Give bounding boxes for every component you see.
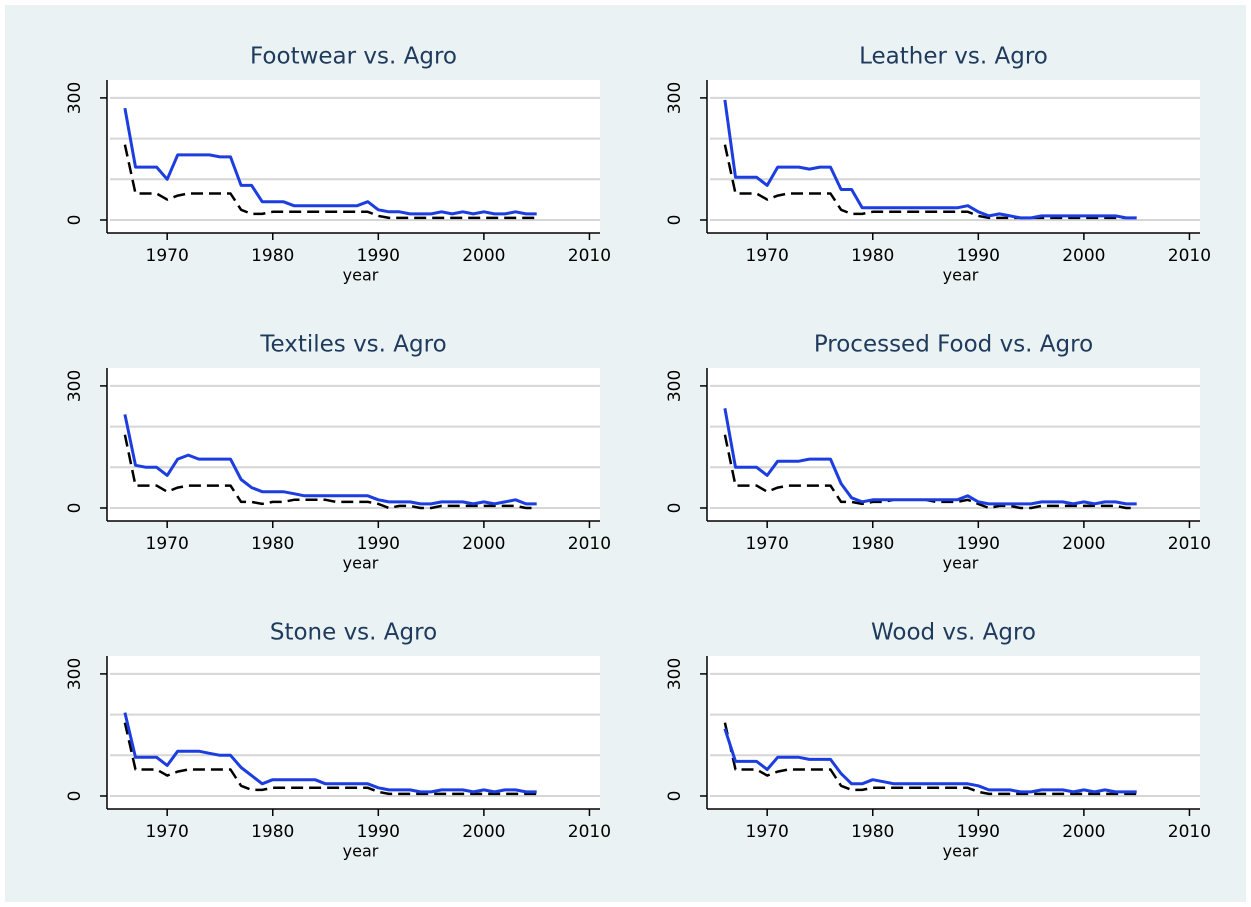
x-axis-title: year — [943, 842, 979, 861]
x-tick-label: 2010 — [1168, 822, 1211, 842]
data-line — [723, 722, 1137, 796]
data-line — [723, 408, 1137, 506]
x-axis-title: year — [343, 554, 379, 573]
data-line — [123, 414, 537, 506]
x-tick-label: 1970 — [746, 822, 789, 842]
x-tick-label: 1990 — [957, 534, 1000, 554]
x-axis-title: year — [343, 842, 379, 861]
x-tick-label: 1980 — [851, 822, 894, 842]
x-tick-label: 1980 — [851, 246, 894, 266]
x-tick-label: 2010 — [1168, 246, 1211, 266]
y-tick-label: 300 — [65, 82, 85, 114]
x-tick-label: 1970 — [746, 246, 789, 266]
x-tick-label: 2010 — [568, 246, 611, 266]
x-tick-label: 2010 — [1168, 534, 1211, 554]
y-tick-label: 300 — [665, 370, 685, 402]
x-tick-label: 1970 — [146, 246, 189, 266]
data-line — [723, 144, 1137, 220]
x-tick-label: 2000 — [462, 534, 505, 554]
x-tick-label: 1970 — [746, 534, 789, 554]
x-tick-label: 1970 — [146, 534, 189, 554]
x-tick-label: 1990 — [357, 246, 400, 266]
chart-title: Footwear vs. Agro — [250, 44, 457, 70]
chart-title: Processed Food vs. Agro — [814, 332, 1093, 358]
x-tick-label: 2000 — [462, 822, 505, 842]
data-line — [123, 144, 537, 220]
y-tick-label: 0 — [65, 791, 85, 802]
y-tick-label: 300 — [665, 658, 685, 690]
y-tick-label: 0 — [65, 503, 85, 514]
chart-title: Leather vs. Agro — [859, 44, 1048, 70]
y-tick-label: 300 — [65, 370, 85, 402]
y-tick-label: 0 — [665, 215, 685, 226]
x-tick-label: 2010 — [568, 822, 611, 842]
x-tick-label: 1990 — [957, 822, 1000, 842]
plot-area — [707, 368, 1200, 521]
data-line — [123, 107, 537, 216]
y-tick-label: 0 — [65, 215, 85, 226]
plot-area — [107, 80, 600, 233]
y-tick-label: 0 — [665, 791, 685, 802]
plot-area — [107, 368, 600, 521]
x-axis-title: year — [943, 554, 979, 573]
x-tick-label: 1990 — [957, 246, 1000, 266]
chart-title: Wood vs. Agro — [871, 620, 1036, 646]
chart-title: Stone vs. Agro — [270, 620, 437, 646]
x-tick-label: 1990 — [357, 822, 400, 842]
x-tick-label: 2000 — [1062, 822, 1105, 842]
y-tick-label: 300 — [665, 82, 685, 114]
y-tick-label: 300 — [65, 658, 85, 690]
plot-area — [107, 656, 600, 809]
data-line — [723, 99, 1137, 220]
y-tick-label: 0 — [665, 503, 685, 514]
x-tick-label: 1980 — [251, 246, 294, 266]
data-line — [123, 722, 537, 796]
data-line — [123, 712, 537, 794]
data-line — [123, 434, 537, 510]
x-tick-label: 1980 — [251, 534, 294, 554]
x-tick-label: 2010 — [568, 534, 611, 554]
data-line — [723, 728, 1137, 794]
x-axis-title: year — [943, 266, 979, 285]
x-tick-label: 2000 — [462, 246, 505, 266]
x-tick-label: 1970 — [146, 822, 189, 842]
plot-area — [707, 80, 1200, 233]
x-tick-label: 1980 — [251, 822, 294, 842]
x-tick-label: 2000 — [1062, 246, 1105, 266]
x-tick-label: 2000 — [1062, 534, 1105, 554]
x-tick-label: 1990 — [357, 534, 400, 554]
chart-title: Textiles vs. Agro — [259, 332, 446, 358]
x-tick-label: 1980 — [851, 534, 894, 554]
x-axis-title: year — [343, 266, 379, 285]
plot-area — [707, 656, 1200, 809]
